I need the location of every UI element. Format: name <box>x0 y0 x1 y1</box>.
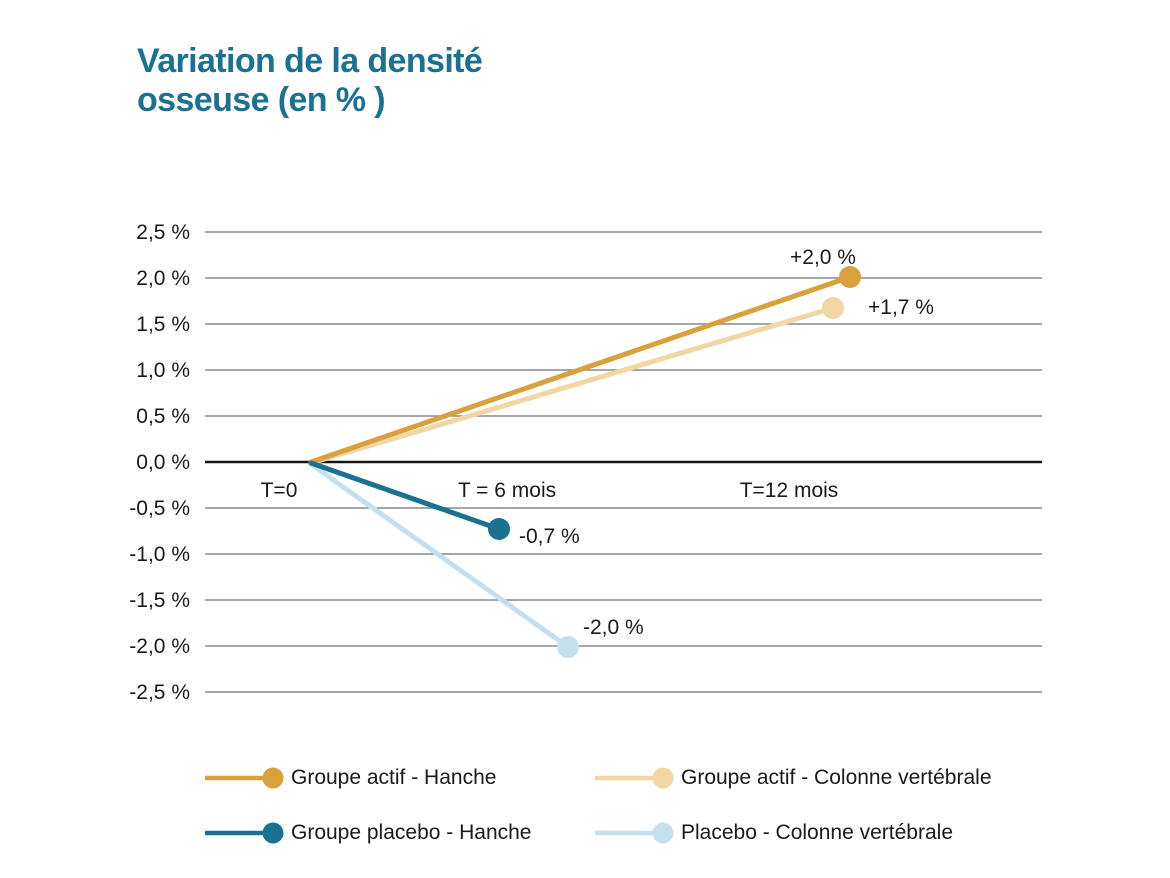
x-tick-label-t12: T=12 mois <box>740 479 839 502</box>
legend-dot-actif-colonne <box>652 767 674 789</box>
data-label-actif-hanche: +2,0 % <box>790 246 856 269</box>
legend-item-actif-hanche: Groupe actif - Hanche <box>205 766 496 790</box>
x-tick-label-t6: T = 6 mois <box>458 479 556 502</box>
x-axis-tick-labels: T=0 T = 6 mois T=12 mois <box>261 479 839 502</box>
legend-label-actif-colonne: Groupe actif - Colonne vertébrale <box>681 766 992 789</box>
legend-swatch-actif-colonne <box>595 767 674 789</box>
legend-swatch-placebo-hanche <box>205 822 284 844</box>
series-line-placebo-colonne <box>308 461 571 650</box>
y-tick-label: 0,5 % <box>136 405 190 428</box>
legend-swatch-placebo-colonne <box>595 822 674 844</box>
legend-dot-placebo-hanche <box>262 822 284 844</box>
legend-item-placebo-hanche: Groupe placebo - Hanche <box>205 821 532 845</box>
point-placebo-hanche-t6 <box>488 518 510 540</box>
y-tick-label: 2,0 % <box>136 267 190 290</box>
legend-item-placebo-colonne: Placebo - Colonne vertébrale <box>595 821 953 845</box>
legend-label-actif-hanche: Groupe actif - Hanche <box>291 766 497 789</box>
series-line-placebo-hanche <box>308 460 502 532</box>
point-placebo-colonne-t6 <box>557 636 579 658</box>
data-label-actif-colonne: +1,7 % <box>868 296 934 319</box>
legend-label-placebo-hanche: Groupe placebo - Hanche <box>291 821 532 844</box>
series-lines <box>308 274 853 650</box>
y-tick-label: -2,0 % <box>129 635 190 658</box>
y-tick-label: 0,0 % <box>136 451 190 474</box>
y-tick-label: -1,5 % <box>129 589 190 612</box>
legend-dot-actif-hanche <box>262 767 284 789</box>
legend-dot-placebo-colonne <box>652 822 674 844</box>
y-tick-label: -2,5 % <box>129 681 190 704</box>
legend-item-actif-colonne: Groupe actif - Colonne vertébrale <box>595 766 992 790</box>
y-tick-label: -1,0 % <box>129 543 190 566</box>
data-labels: +2,0 % +1,7 % -0,7 % -2,0 % <box>519 246 934 639</box>
y-tick-label: 1,5 % <box>136 313 190 336</box>
series-line-actif-colonne <box>308 305 836 466</box>
page-title-line2: osseuse (en % ) <box>137 81 386 119</box>
series-line-actif-hanche <box>308 274 853 465</box>
y-axis-tick-labels: 2,5 % 2,0 % 1,5 % 1,0 % 0,5 % 0,0 % -0,5… <box>129 221 190 704</box>
y-tick-label: -0,5 % <box>129 497 190 520</box>
data-label-placebo-hanche: -0,7 % <box>519 525 580 548</box>
page-title: Variation de la densité osseuse (en % ) <box>137 42 483 120</box>
point-actif-colonne-t12 <box>822 297 844 319</box>
point-actif-hanche-t12 <box>839 266 861 288</box>
page-title-line1: Variation de la densité <box>137 42 483 80</box>
series-end-points <box>488 266 861 658</box>
x-tick-label-t0: T=0 <box>261 479 298 502</box>
y-tick-label: 1,0 % <box>136 359 190 382</box>
y-tick-label: 2,5 % <box>136 221 190 244</box>
data-label-placebo-colonne: -2,0 % <box>583 616 644 639</box>
legend-swatch-actif-hanche <box>205 767 284 789</box>
legend-label-placebo-colonne: Placebo - Colonne vertébrale <box>681 821 953 844</box>
gridlines <box>205 231 1042 693</box>
